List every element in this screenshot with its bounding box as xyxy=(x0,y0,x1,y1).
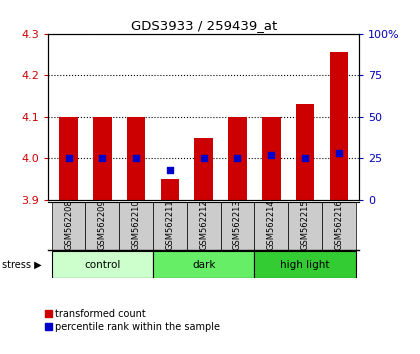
Bar xyxy=(194,138,213,200)
Point xyxy=(268,152,275,158)
Text: GSM562208: GSM562208 xyxy=(64,199,73,250)
Bar xyxy=(153,202,187,250)
Text: stress ▶: stress ▶ xyxy=(2,259,42,270)
Bar xyxy=(262,117,281,200)
Bar xyxy=(59,117,78,200)
Text: GSM562216: GSM562216 xyxy=(334,199,343,250)
Bar xyxy=(255,251,356,278)
Point xyxy=(99,155,106,161)
Bar xyxy=(52,202,85,250)
Bar xyxy=(255,202,288,250)
Point xyxy=(336,150,342,156)
Text: GSM562213: GSM562213 xyxy=(233,199,242,250)
Title: GDS3933 / 259439_at: GDS3933 / 259439_at xyxy=(131,19,277,33)
Text: GSM562211: GSM562211 xyxy=(165,199,174,250)
Text: GSM562215: GSM562215 xyxy=(301,199,310,250)
Bar xyxy=(330,52,348,200)
Bar xyxy=(228,117,247,200)
Point xyxy=(65,155,72,161)
Point xyxy=(234,155,241,161)
Text: GSM562212: GSM562212 xyxy=(199,199,208,250)
Bar xyxy=(322,202,356,250)
Text: high light: high light xyxy=(280,259,330,270)
Point xyxy=(200,155,207,161)
Point xyxy=(167,167,173,173)
Bar xyxy=(160,179,179,200)
Bar xyxy=(119,202,153,250)
Bar xyxy=(288,202,322,250)
Text: GSM562209: GSM562209 xyxy=(98,199,107,250)
Text: GSM562210: GSM562210 xyxy=(131,199,141,250)
Bar xyxy=(153,251,255,278)
Text: dark: dark xyxy=(192,259,215,270)
Point xyxy=(302,155,308,161)
Bar xyxy=(85,202,119,250)
Bar xyxy=(52,251,153,278)
Text: GSM562214: GSM562214 xyxy=(267,199,276,250)
Bar xyxy=(187,202,220,250)
Text: control: control xyxy=(84,259,121,270)
Bar xyxy=(127,117,145,200)
Bar xyxy=(220,202,255,250)
Bar xyxy=(93,117,112,200)
Point xyxy=(133,155,139,161)
Bar xyxy=(296,104,314,200)
Legend: transformed count, percentile rank within the sample: transformed count, percentile rank withi… xyxy=(45,309,220,332)
